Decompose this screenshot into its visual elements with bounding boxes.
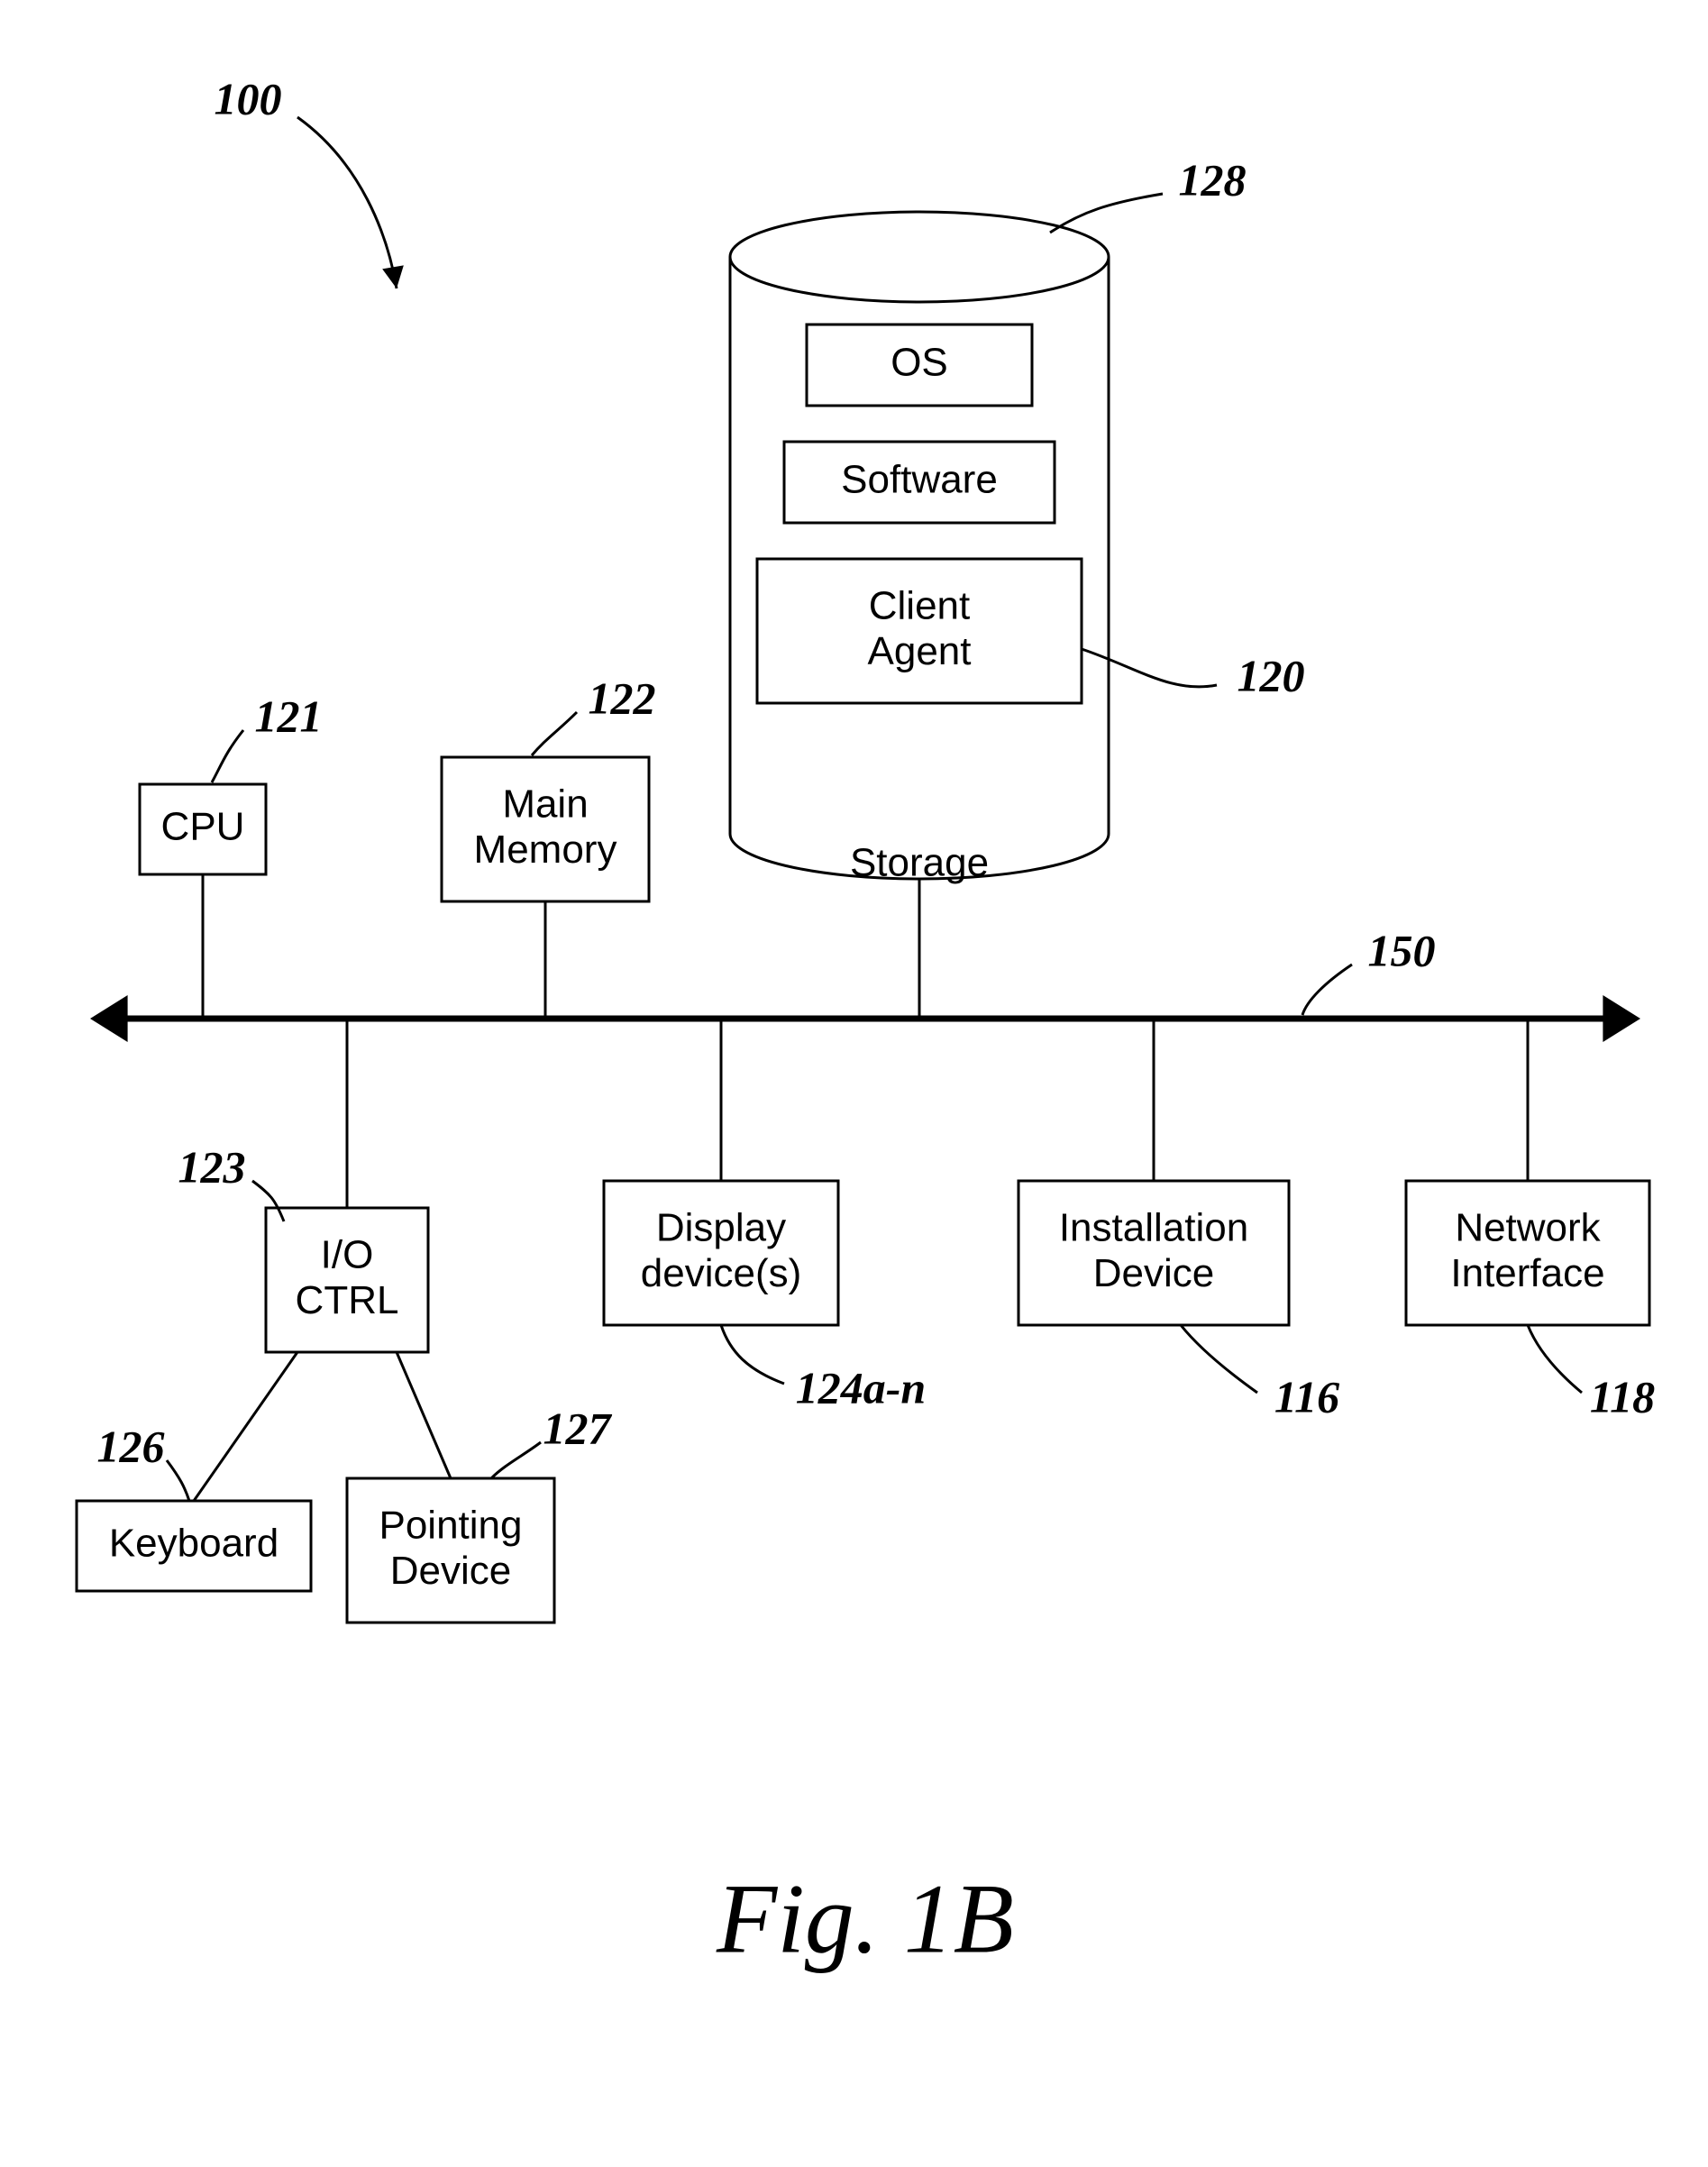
block-diagram: OS Software ClientAgent Storage CPU MainMemor…: [0, 0, 1708, 2167]
io-ctrl-label: CTRL: [296, 1278, 399, 1322]
ref-leader-121: [212, 730, 243, 782]
io-child-link: [194, 1352, 297, 1501]
ref-122: 122: [589, 672, 656, 723]
storage-software-label: Software: [841, 458, 998, 502]
ref-leader-128: [1050, 194, 1163, 233]
ref-100: 100: [215, 73, 282, 123]
pointing-device-label: Pointing: [379, 1503, 522, 1547]
io-child-link: [397, 1352, 451, 1478]
ref-120: 120: [1238, 650, 1305, 700]
storage-client_agent-label: Client: [869, 583, 971, 627]
ref-leader-100: [297, 117, 397, 288]
ref-121: 121: [255, 690, 323, 741]
storage-caption: Storage: [850, 841, 989, 885]
display-devices-label: device(s): [641, 1251, 802, 1295]
storage-client_agent-label: Agent: [868, 629, 972, 673]
leader-arrowhead: [382, 265, 404, 288]
ref-116: 116: [1274, 1371, 1339, 1422]
main-memory-label: Main: [502, 782, 588, 826]
ref-124a-n: 124a-n: [796, 1362, 926, 1413]
ref-leader-150: [1302, 965, 1352, 1015]
figure-caption: Fig. 1B: [716, 1863, 1014, 1973]
keyboard-label: Keyboard: [109, 1522, 279, 1566]
main-memory-label: Memory: [474, 827, 617, 872]
ref-leader-118: [1528, 1325, 1582, 1393]
bus-arrow-right: [1603, 995, 1640, 1042]
ref-118: 118: [1590, 1371, 1655, 1422]
ref-127: 127: [543, 1403, 613, 1453]
cylinder-top: [730, 212, 1109, 302]
installation-device-label: Installation: [1059, 1205, 1248, 1249]
bus-arrow-left: [90, 995, 128, 1042]
network-interface-label: Interface: [1450, 1251, 1604, 1295]
io-ctrl-label: I/O: [321, 1232, 374, 1276]
ref-leader-126: [167, 1460, 189, 1501]
ref-leader-116: [1181, 1325, 1257, 1393]
ref-123: 123: [178, 1141, 246, 1192]
cpu-label: CPU: [161, 805, 245, 849]
ref-150: 150: [1368, 925, 1436, 975]
network-interface-label: Network: [1455, 1205, 1601, 1249]
ref-128: 128: [1179, 154, 1247, 205]
ref-leader-127: [491, 1442, 541, 1478]
pointing-device-label: Device: [390, 1549, 512, 1593]
ref-leader-124a-n: [721, 1325, 784, 1384]
display-devices-label: Display: [656, 1205, 786, 1249]
ref-leader-120: [1082, 649, 1217, 687]
ref-126: 126: [97, 1421, 165, 1471]
storage-os-label: OS: [891, 341, 948, 385]
ref-leader-122: [532, 712, 577, 755]
installation-device-label: Device: [1093, 1251, 1215, 1295]
